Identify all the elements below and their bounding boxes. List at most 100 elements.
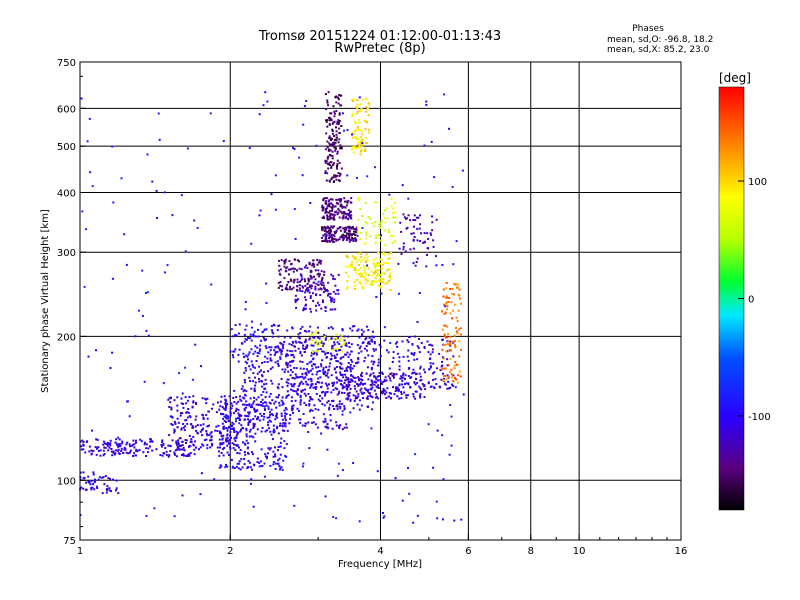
phase-legend-o: mean, sd,O: -96.8, 18.2 bbox=[607, 35, 713, 45]
data-point bbox=[306, 363, 309, 366]
data-point bbox=[376, 375, 379, 378]
data-point bbox=[240, 414, 243, 417]
data-point bbox=[176, 443, 179, 446]
data-point bbox=[442, 288, 445, 291]
data-point bbox=[350, 217, 353, 220]
data-point bbox=[238, 446, 240, 449]
data-point bbox=[267, 370, 270, 373]
data-point bbox=[326, 240, 328, 242]
data-point bbox=[406, 339, 409, 342]
data-point bbox=[262, 418, 265, 421]
data-point bbox=[401, 340, 404, 343]
data-point bbox=[309, 369, 312, 372]
data-point bbox=[359, 103, 362, 106]
data-point bbox=[327, 104, 329, 107]
data-point bbox=[343, 339, 346, 342]
data-point bbox=[397, 262, 400, 265]
data-point bbox=[115, 442, 118, 445]
data-point bbox=[226, 439, 229, 442]
data-point bbox=[179, 437, 182, 440]
data-point bbox=[364, 148, 367, 151]
data-point bbox=[315, 144, 318, 147]
data-point bbox=[326, 390, 329, 393]
data-point bbox=[332, 383, 335, 386]
data-point bbox=[445, 287, 448, 290]
y-tick-label: 200 bbox=[57, 332, 76, 343]
data-point bbox=[176, 426, 179, 429]
data-point bbox=[187, 411, 190, 414]
data-point bbox=[91, 486, 94, 489]
data-point bbox=[250, 478, 253, 481]
data-point bbox=[81, 210, 84, 213]
data-point bbox=[443, 93, 446, 96]
data-point bbox=[125, 443, 128, 446]
data-point bbox=[412, 239, 415, 242]
data-point bbox=[370, 282, 372, 285]
data-point bbox=[338, 112, 341, 115]
data-point bbox=[303, 308, 306, 311]
data-point bbox=[225, 437, 228, 440]
data-point bbox=[363, 269, 366, 272]
data-point bbox=[333, 338, 336, 341]
data-point bbox=[421, 382, 424, 385]
data-point bbox=[456, 283, 459, 286]
data-point bbox=[205, 432, 208, 435]
data-point bbox=[297, 333, 300, 336]
data-point bbox=[312, 336, 315, 339]
data-point bbox=[299, 401, 302, 404]
data-point bbox=[446, 336, 449, 339]
data-point bbox=[310, 383, 313, 386]
data-point bbox=[278, 401, 281, 404]
data-point bbox=[331, 150, 334, 153]
data-point bbox=[331, 400, 333, 403]
data-point bbox=[446, 305, 449, 308]
data-point bbox=[324, 337, 327, 339]
data-point bbox=[289, 417, 292, 420]
data-point bbox=[383, 515, 386, 518]
data-point bbox=[296, 285, 299, 288]
data-point bbox=[354, 258, 357, 260]
data-point bbox=[379, 258, 381, 261]
data-point bbox=[309, 284, 312, 287]
data-point bbox=[429, 366, 432, 369]
data-point bbox=[316, 273, 319, 276]
data-point bbox=[337, 102, 340, 105]
data-point bbox=[99, 449, 102, 452]
data-point bbox=[209, 112, 212, 115]
data-point bbox=[350, 234, 353, 237]
data-point bbox=[388, 231, 391, 234]
data-point bbox=[378, 371, 381, 374]
data-point bbox=[189, 423, 192, 426]
data-point bbox=[291, 377, 294, 380]
data-point bbox=[245, 406, 248, 409]
data-point bbox=[280, 412, 283, 415]
data-point bbox=[281, 401, 284, 404]
data-point bbox=[252, 402, 255, 405]
data-point bbox=[176, 417, 179, 420]
data-point bbox=[435, 383, 438, 385]
data-point bbox=[338, 403, 341, 406]
data-point bbox=[260, 339, 263, 342]
data-point bbox=[386, 257, 389, 260]
data-point bbox=[331, 308, 334, 311]
data-point bbox=[310, 378, 313, 381]
data-point bbox=[316, 258, 319, 261]
data-point bbox=[339, 362, 342, 365]
data-point bbox=[312, 292, 314, 295]
data-point bbox=[226, 444, 229, 447]
data-point bbox=[345, 212, 347, 215]
data-point bbox=[358, 408, 361, 411]
data-point bbox=[399, 377, 402, 380]
data-point bbox=[202, 423, 205, 426]
data-point bbox=[322, 284, 325, 287]
data-point bbox=[219, 443, 222, 446]
data-point bbox=[371, 274, 374, 277]
data-point bbox=[379, 262, 382, 265]
data-point bbox=[281, 289, 284, 291]
data-point bbox=[357, 141, 360, 143]
data-point bbox=[459, 302, 462, 305]
data-point bbox=[324, 172, 327, 174]
data-point bbox=[415, 378, 417, 380]
data-point bbox=[233, 429, 236, 431]
data-point bbox=[250, 482, 252, 485]
